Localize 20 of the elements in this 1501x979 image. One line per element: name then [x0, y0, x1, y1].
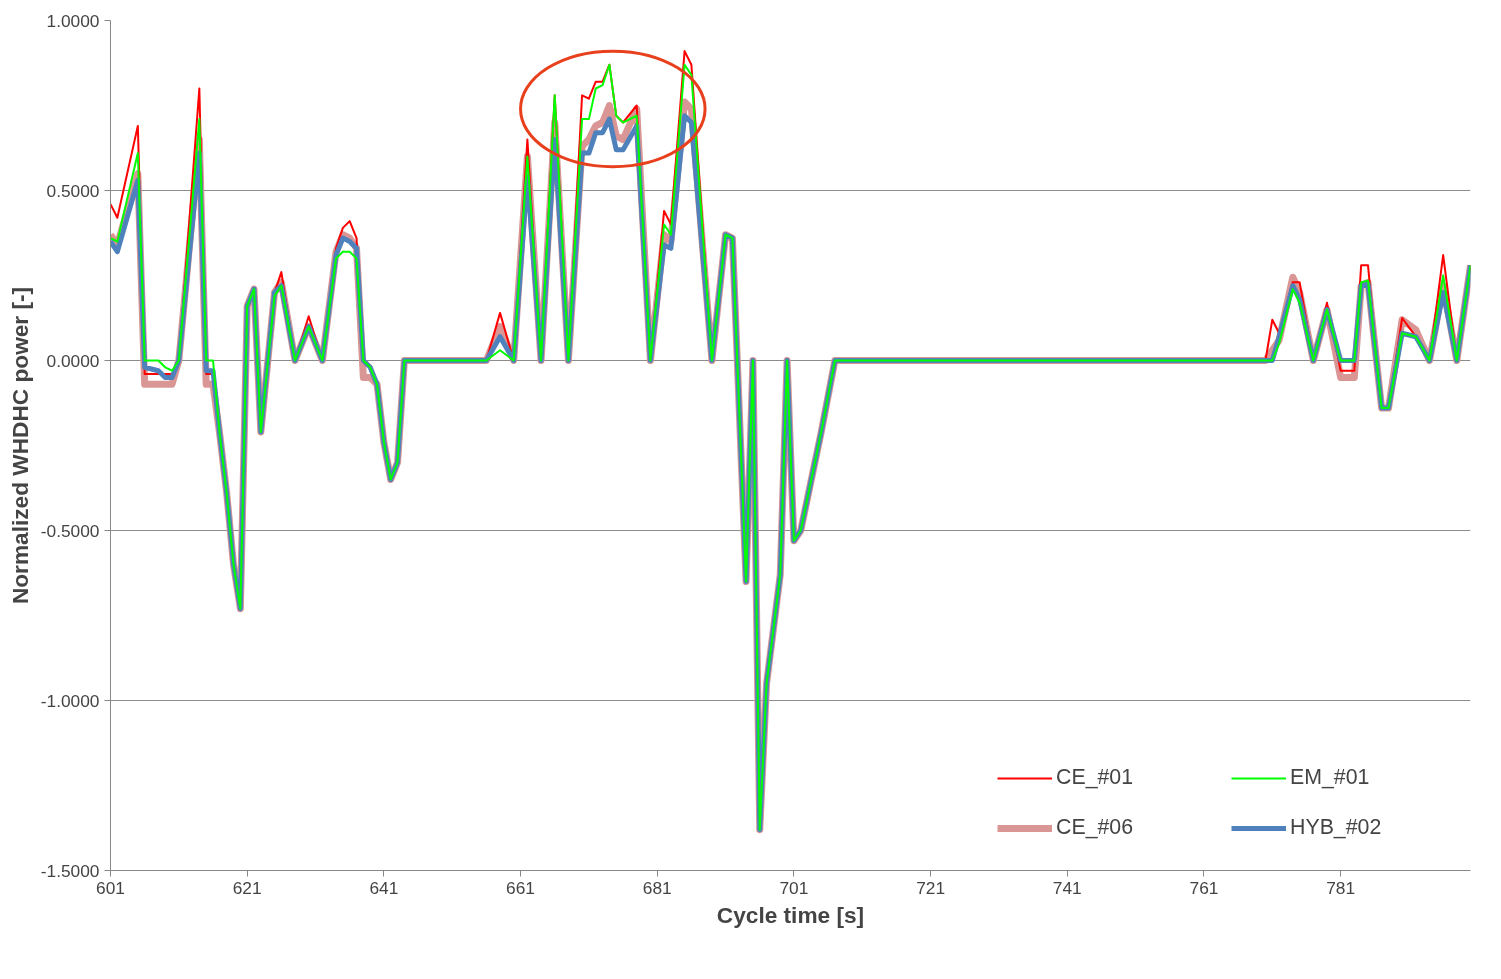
x-tick-label: 781: [1326, 877, 1356, 898]
x-tick-label: 701: [779, 877, 809, 898]
legend-label: CE_#06: [1056, 815, 1135, 840]
x-tick-label: 661: [506, 877, 536, 898]
y-tick-label: 0.0000: [46, 350, 100, 371]
y-tick-label: -1.0000: [40, 690, 100, 711]
x-tick-label: 681: [642, 877, 672, 898]
y-tick-label: -0.5000: [40, 520, 100, 541]
x-tick-label: 641: [369, 877, 399, 898]
y-tick-label: 0.5000: [46, 180, 100, 201]
x-axis-title: Cycle time [s]: [716, 901, 865, 928]
x-tick-label: 621: [232, 877, 262, 898]
y-axis-title: Normalized WHDHC power [-]: [6, 286, 33, 605]
x-tick-label: 761: [1189, 877, 1219, 898]
legend-label: EM_#01: [1290, 765, 1371, 790]
y-tick-label: 1.0000: [46, 10, 100, 31]
x-tick-label: 721: [916, 877, 946, 898]
legend-label: CE_#01: [1056, 765, 1135, 790]
legend-label: HYB_#02: [1290, 815, 1383, 840]
x-tick-label: 741: [1052, 877, 1082, 898]
